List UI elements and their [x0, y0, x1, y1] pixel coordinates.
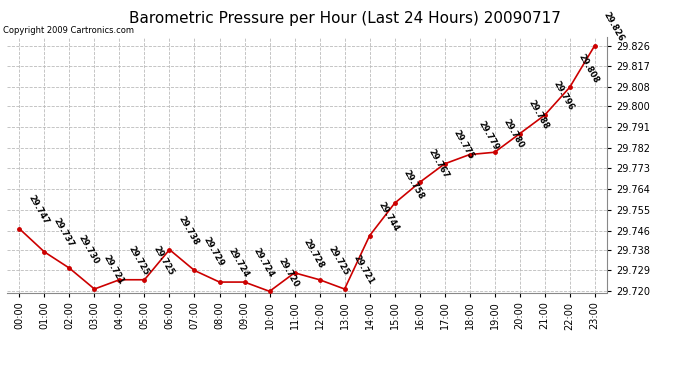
Text: 29.729: 29.729 [201, 235, 226, 268]
Text: 29.758: 29.758 [402, 168, 426, 201]
Text: 29.730: 29.730 [77, 233, 100, 266]
Text: 29.721: 29.721 [351, 254, 375, 286]
Text: 29.725: 29.725 [126, 244, 150, 277]
Text: 29.779: 29.779 [477, 120, 500, 152]
Text: 29.796: 29.796 [551, 80, 575, 112]
Text: 29.724: 29.724 [251, 247, 275, 279]
Text: 29.747: 29.747 [26, 194, 50, 226]
Text: 29.721: 29.721 [101, 254, 126, 286]
Text: 29.775: 29.775 [451, 129, 475, 161]
Text: 29.725: 29.725 [151, 244, 175, 277]
Text: 29.720: 29.720 [277, 256, 300, 289]
Text: 29.744: 29.744 [377, 200, 400, 233]
Text: 29.728: 29.728 [302, 238, 326, 270]
Text: 29.808: 29.808 [577, 52, 600, 85]
Text: 29.767: 29.767 [426, 147, 451, 180]
Text: Copyright 2009 Cartronics.com: Copyright 2009 Cartronics.com [3, 26, 135, 35]
Text: 29.826: 29.826 [602, 10, 626, 43]
Text: 29.788: 29.788 [526, 99, 551, 131]
Text: Barometric Pressure per Hour (Last 24 Hours) 20090717: Barometric Pressure per Hour (Last 24 Ho… [129, 11, 561, 26]
Text: 29.780: 29.780 [502, 117, 526, 150]
Text: 29.725: 29.725 [326, 244, 351, 277]
Text: 29.724: 29.724 [226, 247, 250, 279]
Text: 29.738: 29.738 [177, 214, 200, 247]
Text: 29.737: 29.737 [51, 217, 75, 249]
